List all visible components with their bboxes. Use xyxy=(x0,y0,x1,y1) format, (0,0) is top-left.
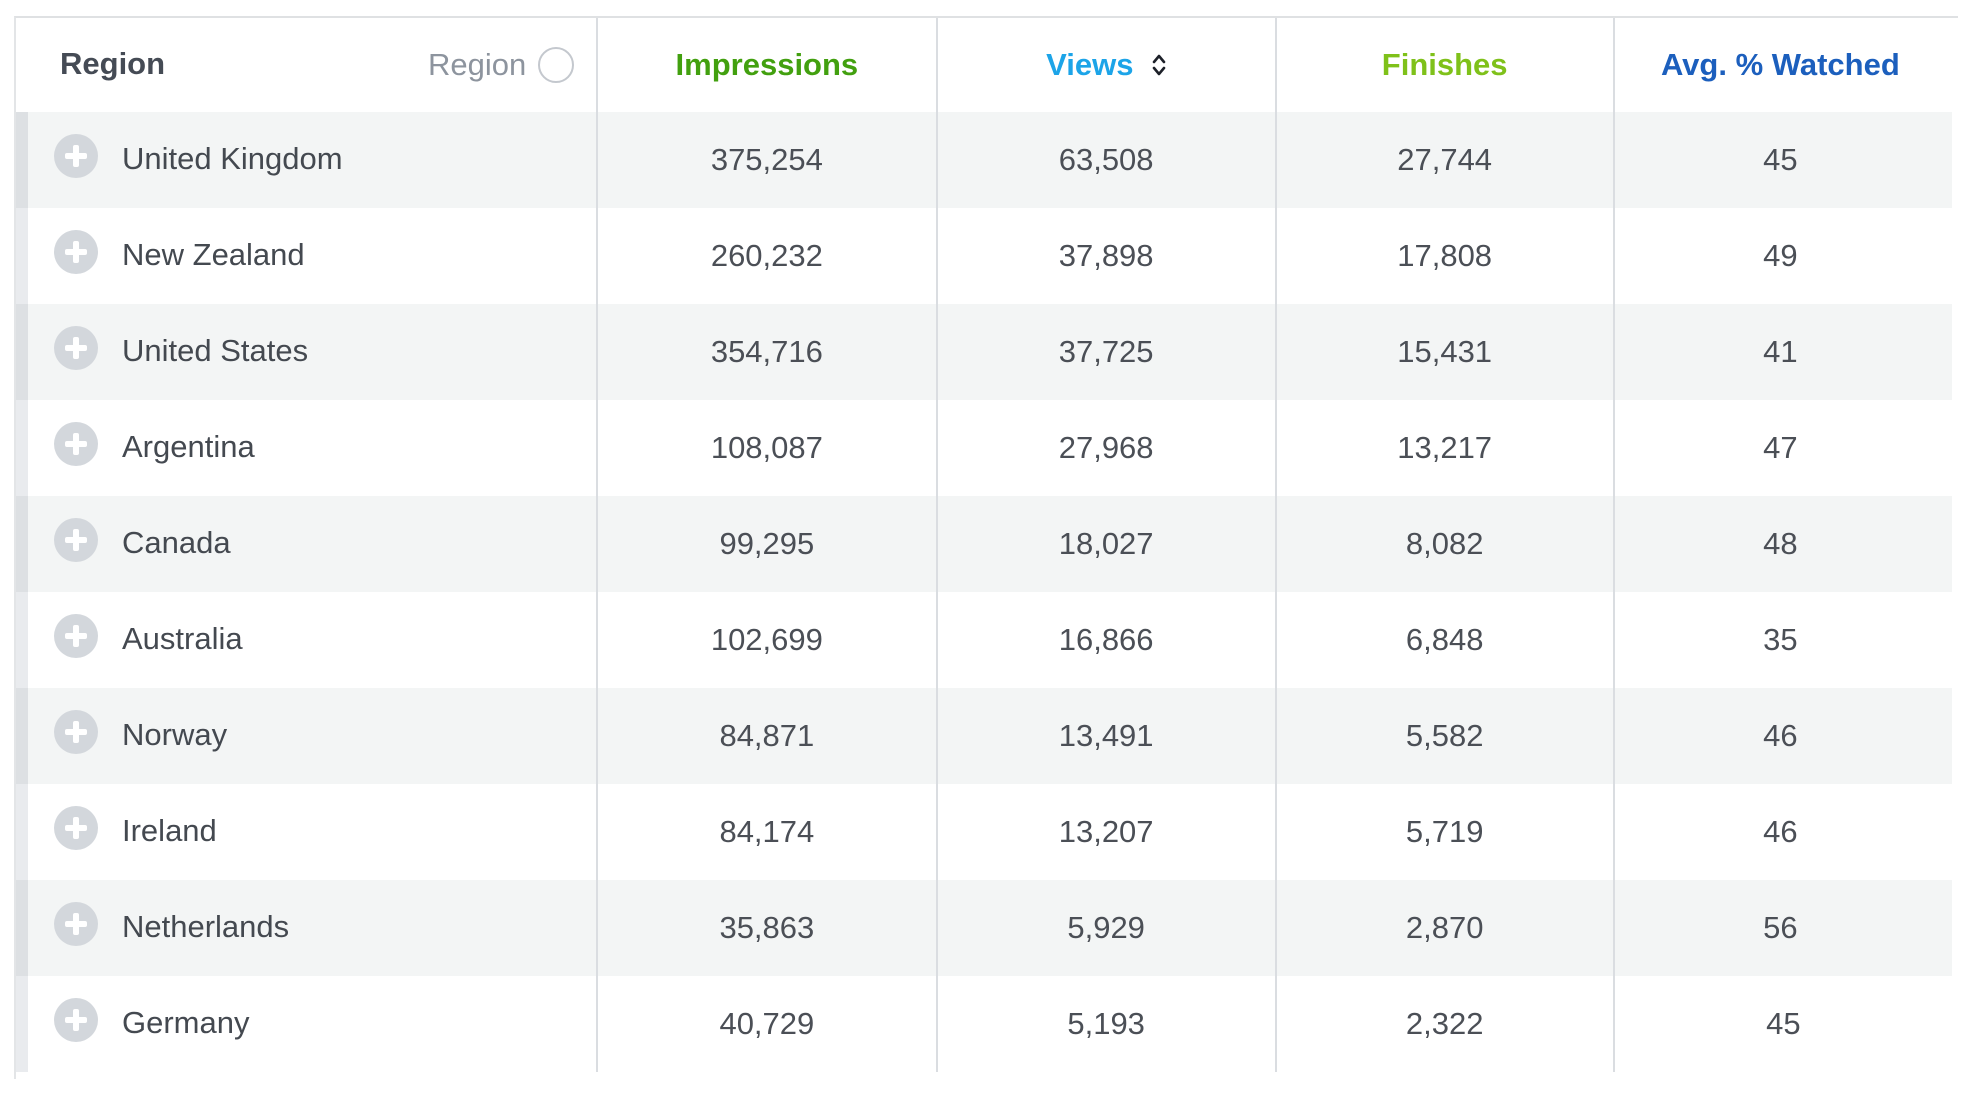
finishes-cell: 2,322 xyxy=(1275,976,1615,1072)
region-name: New Zealand xyxy=(122,237,305,272)
avg-watched-cell: 46 xyxy=(1763,814,1798,849)
region-cell: Australia xyxy=(16,592,599,688)
avg-watched-cell: 56 xyxy=(1763,910,1798,945)
region-name: Ireland xyxy=(122,813,217,848)
table-row: United Kingdom 375,254 63,508 27,744 45 xyxy=(16,112,1952,208)
expand-plus-icon[interactable] xyxy=(54,326,98,370)
avg-watched-header-label: Avg. % Watched xyxy=(1660,47,1900,82)
region-name: Norway xyxy=(122,717,228,752)
views-cell: 37,898 xyxy=(936,208,1277,304)
region-name: United States xyxy=(122,333,309,368)
finishes-column-header[interactable]: Finishes xyxy=(1275,18,1615,112)
finishes-cell: 5,582 xyxy=(1275,688,1615,784)
avg-watched-column-header[interactable]: Avg. % Watched xyxy=(1614,18,1952,112)
table-row: Germany 40,729 5,193 2,322 45 xyxy=(16,976,1952,1072)
table-row: Australia 102,699 16,866 6,848 35 xyxy=(16,592,1952,688)
impressions-header-label: Impressions xyxy=(675,47,859,82)
expand-plus-icon[interactable] xyxy=(54,806,98,850)
impressions-cell: 260,232 xyxy=(597,208,938,304)
avg-watched-cell: 35 xyxy=(1763,622,1798,657)
table-body: United Kingdom 375,254 63,508 27,744 45 New Z… xyxy=(16,112,1952,1072)
region-cell: Norway xyxy=(16,688,599,784)
views-column-header[interactable]: Views xyxy=(936,18,1277,112)
region-cell: Canada xyxy=(16,496,599,592)
views-cell: 18,027 xyxy=(936,496,1277,592)
views-cell: 16,866 xyxy=(936,592,1277,688)
region-cell: Germany xyxy=(16,976,599,1072)
impressions-cell: 375,254 xyxy=(597,112,938,208)
table-row: Canada 99,295 18,027 8,082 48 xyxy=(16,496,1952,592)
table-header: Region Region Impressions Views xyxy=(22,18,1952,112)
views-header-label: Views xyxy=(1046,47,1134,82)
views-cell: 5,193 xyxy=(936,976,1277,1072)
table-row: United States 354,716 37,725 15,431 41 xyxy=(16,304,1952,400)
impressions-cell: 84,174 xyxy=(597,784,938,880)
finishes-cell: 13,217 xyxy=(1275,400,1615,496)
impressions-cell: 354,716 xyxy=(597,304,938,400)
region-column-header: Region Region xyxy=(22,18,599,112)
views-cell: 5,929 xyxy=(936,880,1277,976)
region-cell: New Zealand xyxy=(16,208,599,304)
avg-watched-cell: 45 xyxy=(1763,142,1798,177)
avg-watched-cell: 47 xyxy=(1763,430,1798,465)
impressions-column-header[interactable]: Impressions xyxy=(597,18,938,112)
region-stats-table: Region Region Impressions Views xyxy=(16,18,1958,1072)
region-name: Germany xyxy=(122,1005,250,1040)
table-row: Netherlands 35,863 5,929 2,870 56 xyxy=(16,880,1952,976)
sort-icon[interactable] xyxy=(1152,53,1166,77)
region-name: Argentina xyxy=(122,429,255,464)
expand-plus-icon[interactable] xyxy=(54,230,98,274)
region-filter-radio[interactable] xyxy=(538,47,575,83)
region-cell: United Kingdom xyxy=(16,112,599,208)
finishes-cell: 2,870 xyxy=(1275,880,1615,976)
finishes-cell: 15,431 xyxy=(1275,304,1615,400)
region-filter-label: Region xyxy=(428,47,527,82)
region-name: Netherlands xyxy=(122,909,290,944)
avg-watched-cell: 49 xyxy=(1763,238,1798,273)
table-row: Argentina 108,087 27,968 13,217 47 xyxy=(16,400,1952,496)
region-column-title: Region xyxy=(60,46,166,81)
region-cell: United States xyxy=(16,304,599,400)
avg-watched-cell: 46 xyxy=(1763,718,1798,753)
expand-plus-icon[interactable] xyxy=(54,998,98,1042)
avg-watched-cell: 48 xyxy=(1763,526,1798,561)
avg-watched-cell: 45 xyxy=(1766,1006,1801,1041)
region-cell: Ireland xyxy=(16,784,599,880)
header-row: Region Region Impressions Views xyxy=(22,18,1952,112)
impressions-cell: 84,871 xyxy=(597,688,938,784)
expand-plus-icon[interactable] xyxy=(54,614,98,658)
expand-plus-icon[interactable] xyxy=(54,710,98,754)
region-cell: Argentina xyxy=(16,400,599,496)
region-cell: Netherlands xyxy=(16,880,599,976)
finishes-header-label: Finishes xyxy=(1381,47,1508,82)
impressions-cell: 99,295 xyxy=(597,496,938,592)
region-name: Australia xyxy=(122,621,243,656)
region-name: Canada xyxy=(122,525,231,560)
views-cell: 13,207 xyxy=(936,784,1277,880)
finishes-cell: 17,808 xyxy=(1275,208,1615,304)
table-row: New Zealand 260,232 37,898 17,808 49 xyxy=(16,208,1952,304)
table-row: Norway 84,871 13,491 5,582 46 xyxy=(16,688,1952,784)
region-filter-toggle[interactable]: Region xyxy=(428,47,575,83)
avg-watched-cell: 41 xyxy=(1763,334,1798,369)
expand-plus-icon[interactable] xyxy=(54,422,98,466)
expand-plus-icon[interactable] xyxy=(54,518,98,562)
region-name: United Kingdom xyxy=(122,141,343,176)
impressions-cell: 102,699 xyxy=(597,592,938,688)
finishes-cell: 6,848 xyxy=(1275,592,1615,688)
finishes-cell: 8,082 xyxy=(1275,496,1615,592)
finishes-cell: 5,719 xyxy=(1275,784,1615,880)
views-cell: 63,508 xyxy=(936,112,1277,208)
views-cell: 13,491 xyxy=(936,688,1277,784)
impressions-cell: 40,729 xyxy=(597,976,938,1072)
impressions-cell: 35,863 xyxy=(597,880,938,976)
finishes-cell: 27,744 xyxy=(1275,112,1615,208)
region-stats-table-container: Region Region Impressions Views xyxy=(14,16,1958,1079)
table-row: Ireland 84,174 13,207 5,719 46 xyxy=(16,784,1952,880)
views-cell: 37,725 xyxy=(936,304,1277,400)
expand-plus-icon[interactable] xyxy=(54,902,98,946)
views-cell: 27,968 xyxy=(936,400,1277,496)
impressions-cell: 108,087 xyxy=(597,400,938,496)
expand-plus-icon[interactable] xyxy=(54,134,98,178)
